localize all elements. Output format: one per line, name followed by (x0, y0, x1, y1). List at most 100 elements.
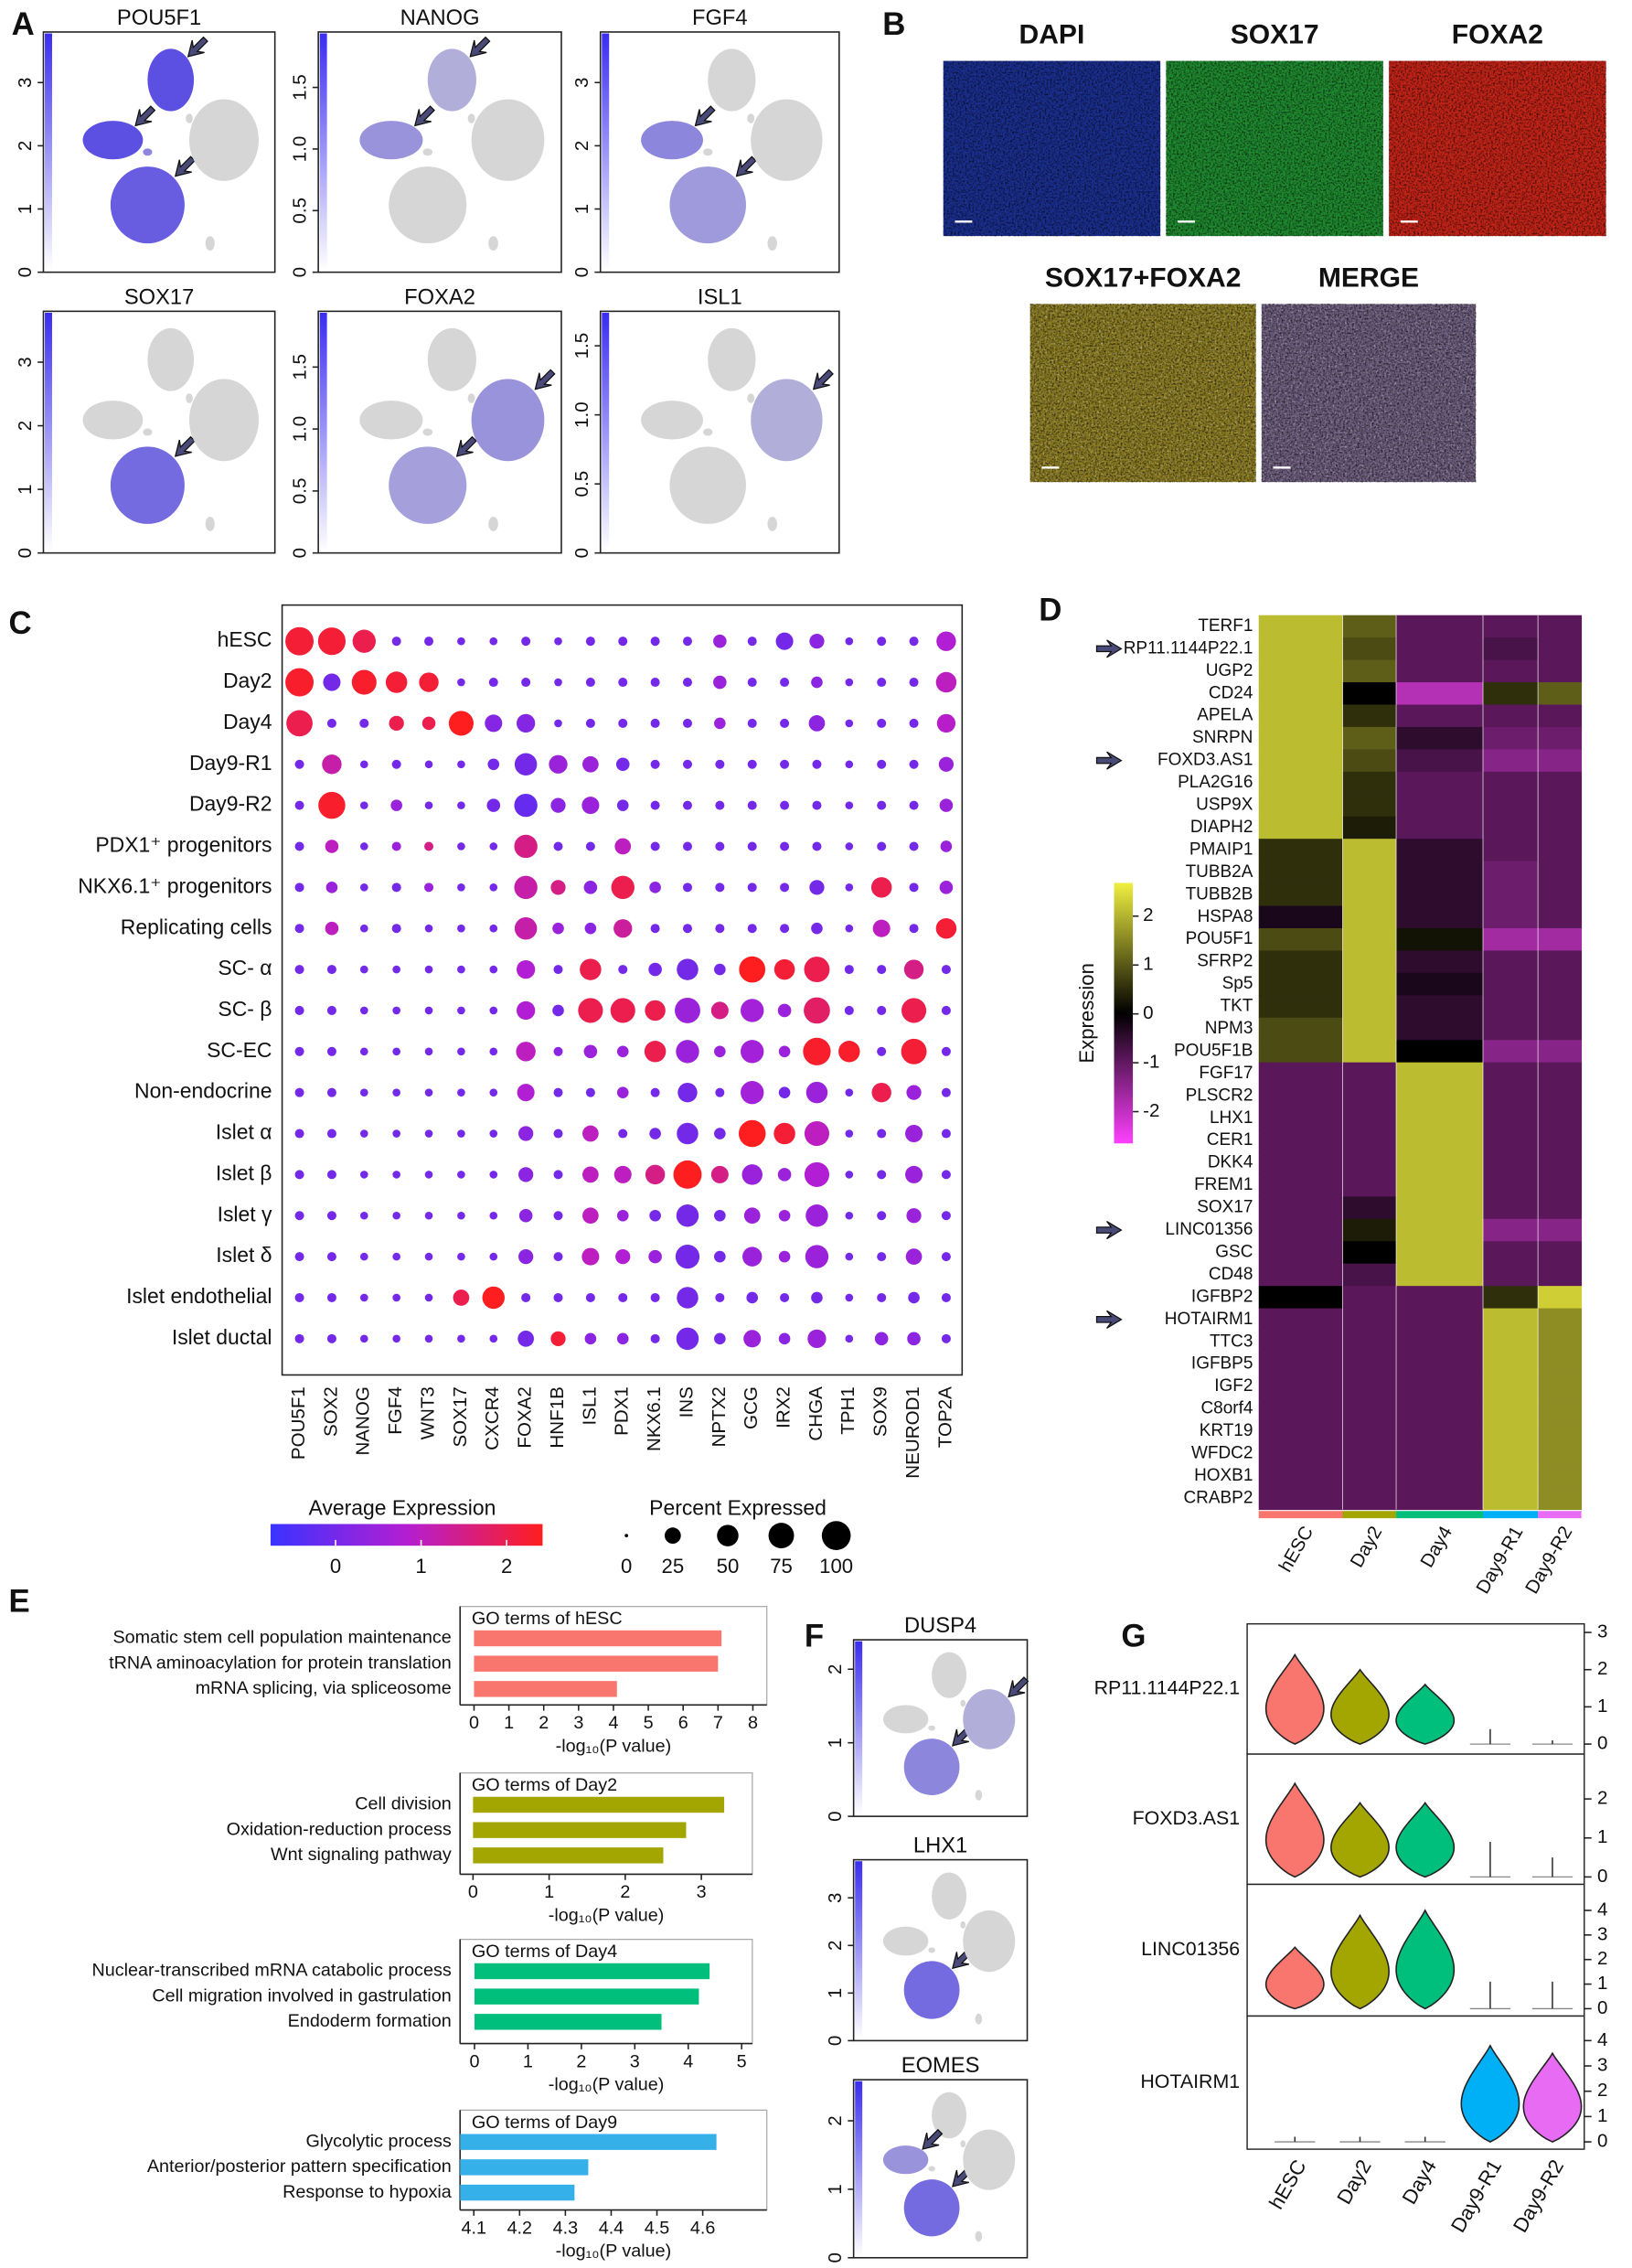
dot (391, 841, 401, 851)
y-tick-label: Islet endothelial (126, 1284, 272, 1308)
x-axis-label: -log₁₀(P value) (556, 1736, 672, 1756)
heat-cell (1342, 704, 1397, 728)
dot (645, 1164, 666, 1185)
dot (391, 883, 401, 893)
dot (352, 629, 376, 653)
dot (584, 1332, 597, 1345)
dot (714, 717, 726, 730)
dot (359, 1211, 368, 1220)
dot (682, 883, 692, 893)
dot (392, 1211, 400, 1220)
heat-cell (1538, 1085, 1583, 1108)
dot (650, 800, 660, 810)
dot (457, 678, 465, 687)
dot (457, 1211, 465, 1220)
heat-cell (1483, 927, 1539, 951)
dot (907, 1332, 921, 1346)
arrow (455, 435, 477, 457)
heat-cell (1483, 1241, 1539, 1265)
dot (714, 1045, 726, 1058)
cell-cluster (708, 327, 756, 391)
heat-cell (1483, 682, 1539, 705)
dot (773, 1122, 795, 1145)
heat-cell (1342, 950, 1397, 974)
dot (489, 842, 498, 850)
panel-label: G (1121, 1619, 1146, 1654)
colorbar-tick-label: 2 (15, 421, 36, 431)
gene-label: IGF2 (1214, 1376, 1253, 1396)
x-tick-label: SOX17 (450, 1386, 471, 1447)
dot (549, 754, 568, 774)
x-tick-label: 4.2 (507, 2218, 532, 2238)
legend-title: Percent Expressed (649, 1496, 827, 1520)
heat-cell (1396, 1442, 1484, 1466)
dot (909, 678, 919, 688)
dot (650, 678, 660, 688)
bar (460, 2184, 575, 2201)
heat-cell (1538, 1040, 1583, 1064)
dot (747, 759, 757, 769)
dot (677, 958, 699, 980)
group-label: hESC (1264, 2156, 1311, 2213)
x-axis-label: -log₁₀(P value) (556, 2241, 672, 2262)
heat-cell (1483, 1331, 1539, 1353)
gene-label: TUBB2B (1186, 884, 1253, 904)
gene-label: USP9X (1196, 796, 1253, 815)
cell-cluster (928, 2166, 935, 2172)
gene-label: PLSCR2 (1186, 1086, 1253, 1105)
dot (323, 673, 341, 691)
dot (325, 882, 338, 893)
cell-cluster (389, 446, 467, 524)
colorbar-tick-label: 0 (825, 2252, 846, 2263)
plot-title: POU5F1 (117, 6, 201, 30)
heat-cell (1342, 1040, 1397, 1064)
dot (747, 678, 757, 688)
dot (877, 759, 887, 769)
dot (778, 1045, 791, 1058)
panel-label: B (882, 6, 905, 42)
heat-cell (1396, 883, 1484, 907)
colorbar (602, 33, 610, 272)
cell-cluster (82, 401, 144, 440)
dot (935, 671, 957, 693)
dot (675, 1244, 700, 1269)
legend-dot (624, 1534, 629, 1538)
cell-cluster (389, 166, 467, 244)
dot (553, 841, 563, 851)
dot (780, 924, 790, 934)
group-bar (1538, 1511, 1582, 1519)
heat-cell (1483, 1040, 1539, 1064)
plot-title: LHX1 (913, 1835, 967, 1858)
dot (391, 637, 401, 647)
dot (285, 668, 315, 697)
dot (616, 799, 629, 811)
dot (585, 1292, 595, 1302)
colorbar (602, 312, 610, 552)
dot (715, 883, 725, 893)
cell-cluster (467, 113, 475, 123)
dot (877, 1170, 887, 1180)
heat-cell (1258, 1151, 1343, 1175)
cell-cluster (932, 1652, 967, 1698)
x-tick-label: 1 (504, 1713, 514, 1733)
plot-title: GO terms of Day4 (472, 1942, 617, 1962)
cell-cluster (427, 327, 476, 391)
dot (805, 1245, 829, 1268)
legend-label: 100 (819, 1555, 853, 1578)
plot-title: DUSP4 (904, 1614, 976, 1638)
cell-cluster (205, 236, 215, 251)
colorbar-tick-label: 0 (15, 548, 36, 558)
heat-cell (1396, 927, 1484, 951)
dot (521, 637, 531, 647)
x-tick-label: 1 (523, 2051, 533, 2071)
dot (713, 634, 727, 648)
dot (710, 1165, 729, 1183)
heat-cell (1258, 1308, 1343, 1332)
dot (457, 637, 465, 646)
arrow (413, 105, 435, 127)
bar (474, 1681, 617, 1697)
group-bar (1483, 1511, 1539, 1519)
heat-cell (1396, 972, 1484, 996)
plot-frame (1246, 2015, 1585, 2150)
dot (845, 1293, 854, 1302)
